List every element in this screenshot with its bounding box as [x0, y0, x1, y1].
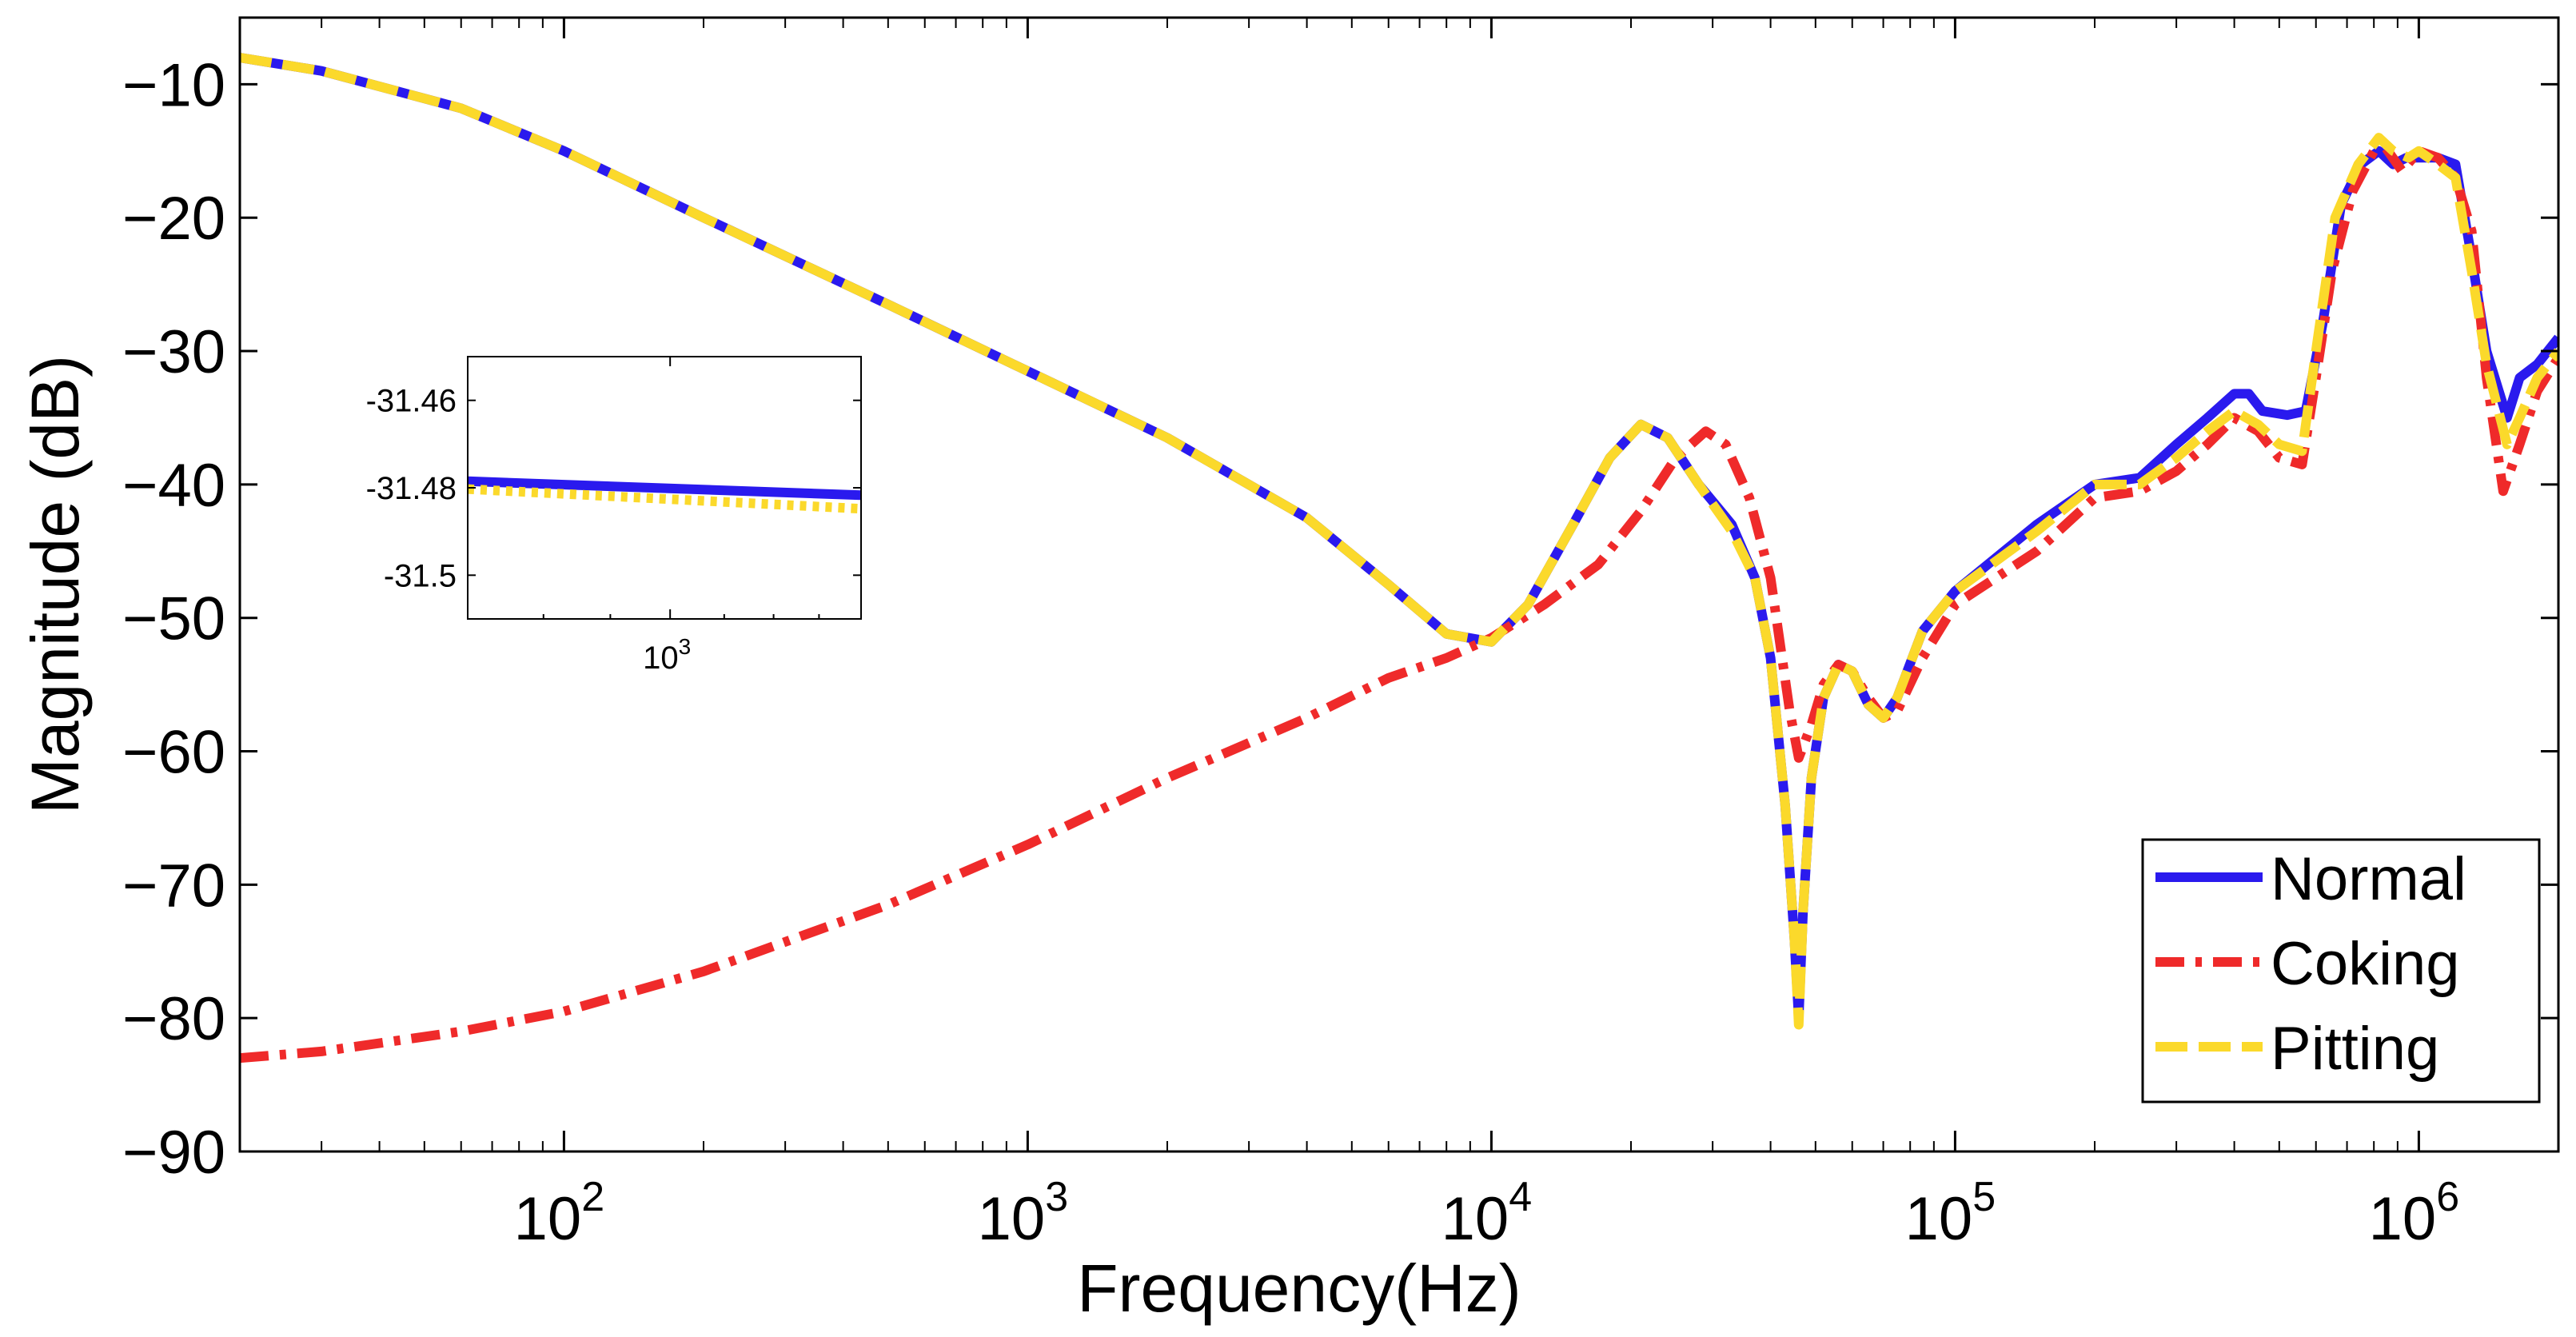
- x-tick-exponent: 2: [581, 1174, 604, 1220]
- y-tick-label: −20: [122, 185, 225, 253]
- y-tick-label: −90: [122, 1119, 225, 1187]
- legend-label-coking: Coking: [2271, 930, 2460, 998]
- plot-frame: [238, 16, 2560, 1153]
- x-tick-exponent: 4: [1509, 1174, 1532, 1220]
- x-tick-label: 106: [2369, 1174, 2459, 1253]
- y-tick-label: −40: [122, 452, 225, 520]
- x-tick-base: 10: [2369, 1185, 2437, 1253]
- x-tick-base: 10: [1905, 1185, 1973, 1253]
- x-tick-exponent: 5: [1972, 1174, 1996, 1220]
- x-tick-base: 10: [514, 1185, 582, 1253]
- y-tick-label: −50: [122, 585, 225, 653]
- inset-series-layer: [468, 476, 861, 514]
- inset-axes-layer: -31.46 -31.48 -31.5 103: [366, 357, 861, 676]
- x-tick-exponent: 3: [1045, 1174, 1068, 1220]
- series-layer: [240, 53, 2558, 1064]
- legend-label-pitting: Pitting: [2271, 1015, 2439, 1083]
- inset-y-tick-label: -31.46: [366, 384, 457, 419]
- y-tick-label: −60: [122, 719, 225, 787]
- y-tick-label: −80: [122, 985, 225, 1053]
- legend-box: [2141, 838, 2541, 1104]
- x-tick-base: 10: [1442, 1185, 1509, 1253]
- inset-x-tick-base: 10: [643, 641, 679, 676]
- y-tick-label: −30: [122, 318, 225, 386]
- x-axis-label: Frequency(Hz): [1077, 1251, 1521, 1326]
- y-tick-label: −10: [122, 51, 225, 119]
- x-tick-label: 102: [514, 1174, 604, 1253]
- x-tick-exponent: 6: [2436, 1174, 2459, 1220]
- inset-series-line-normal: [468, 476, 861, 501]
- y-tick-label: −70: [122, 852, 225, 920]
- x-tick-label: 105: [1905, 1174, 1996, 1253]
- series-line-pitting: [240, 53, 2558, 1030]
- inset-y-tick-label: -31.48: [366, 471, 457, 506]
- inset-x-tick-label: 103: [643, 634, 691, 676]
- legend: Normal Coking Pitting: [2141, 838, 2541, 1104]
- inset-series-line-pitting: [468, 484, 861, 514]
- x-tick-base: 10: [978, 1185, 1046, 1253]
- inset-x-tick-exponent: 3: [679, 634, 692, 659]
- y-axis-label: Magnitude (dB): [18, 355, 93, 814]
- x-tick-label: 104: [1442, 1174, 1532, 1253]
- legend-label-normal: Normal: [2271, 845, 2466, 913]
- inset-y-tick-label: -31.5: [384, 558, 457, 593]
- x-tick-label: 103: [978, 1174, 1068, 1253]
- inset-plot: -31.46 -31.48 -31.5 103: [366, 356, 862, 676]
